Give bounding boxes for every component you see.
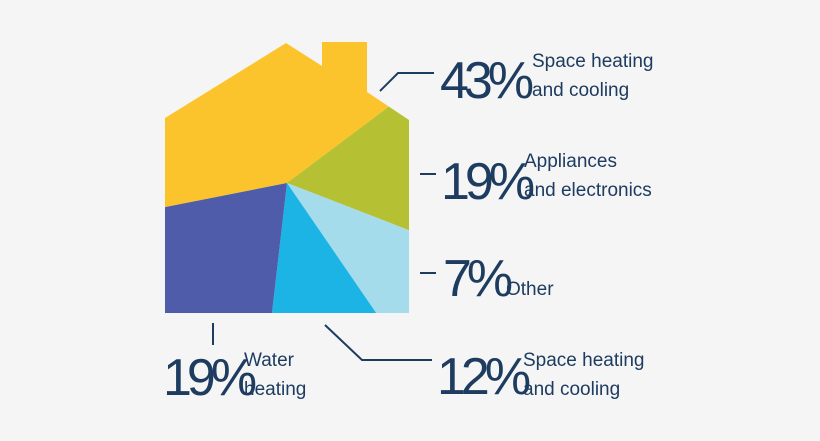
slice-name-label: Appliances [524,151,617,172]
slice-other [287,183,409,313]
slice-space-heating-2 [270,183,381,313]
slice-name-label: Water [244,350,295,371]
slice-name-label: and electronics [524,180,652,201]
slice-value-label: 19% [441,153,534,211]
leader-line-space-heating [379,72,434,92]
slice-value-label: 19% [163,349,256,407]
slice-name-label: Space heating [523,350,645,371]
slice-name-label: and cooling [532,80,629,101]
slice-value-label: 43% [440,52,533,110]
slice-appliances [287,80,409,250]
house-slices [165,42,409,313]
slice-name-label: heating [244,379,306,400]
slice-name-label: Other [506,279,554,300]
leader-line-space-heating-2 [324,324,432,361]
slice-name-label: and cooling [523,379,620,400]
slice-water-heating [165,183,287,313]
slice-name-label: Space heating [532,51,654,72]
slice-value-label: 7% [443,250,512,308]
slice-value-label: 12% [437,348,530,406]
